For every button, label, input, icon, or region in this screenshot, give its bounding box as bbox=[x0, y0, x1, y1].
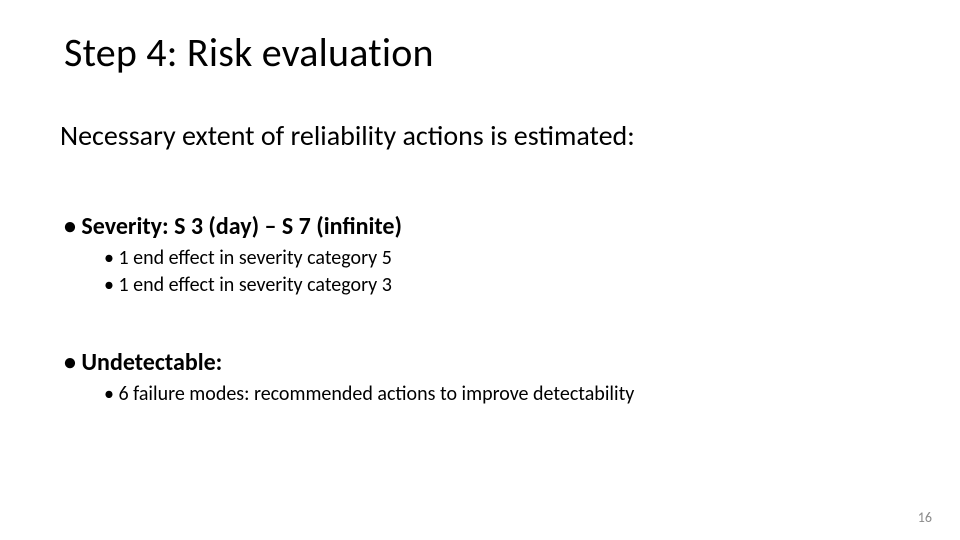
list-item: 1 end effect in severity category 3 bbox=[64, 272, 402, 299]
section-heading: Severity: S 3 (day) – S 7 (infinite) bbox=[64, 212, 402, 241]
page-number: 16 bbox=[918, 509, 932, 526]
section-undetectable: Undetectable: 6 failure modes: recommend… bbox=[64, 348, 634, 408]
slide: Step 4: Risk evaluation Necessary extent… bbox=[0, 0, 960, 540]
list-item: 6 failure modes: recommended actions to … bbox=[64, 381, 634, 408]
slide-subhead: Necessary extent of reliability actions … bbox=[60, 118, 635, 153]
slide-title: Step 4: Risk evaluation bbox=[64, 28, 434, 77]
section-severity: Severity: S 3 (day) – S 7 (infinite) 1 e… bbox=[64, 212, 402, 299]
section-heading: Undetectable: bbox=[64, 348, 634, 377]
list-item: 1 end effect in severity category 5 bbox=[64, 245, 402, 272]
